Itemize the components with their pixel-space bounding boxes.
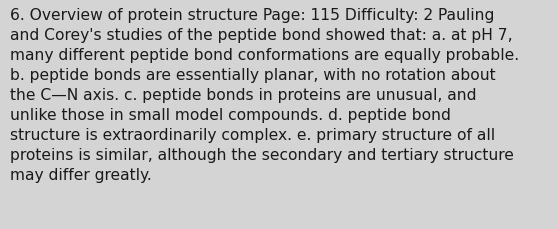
Text: 6. Overview of protein structure Page: 115 Difficulty: 2 Pauling
and Corey's stu: 6. Overview of protein structure Page: 1… [10,8,519,183]
